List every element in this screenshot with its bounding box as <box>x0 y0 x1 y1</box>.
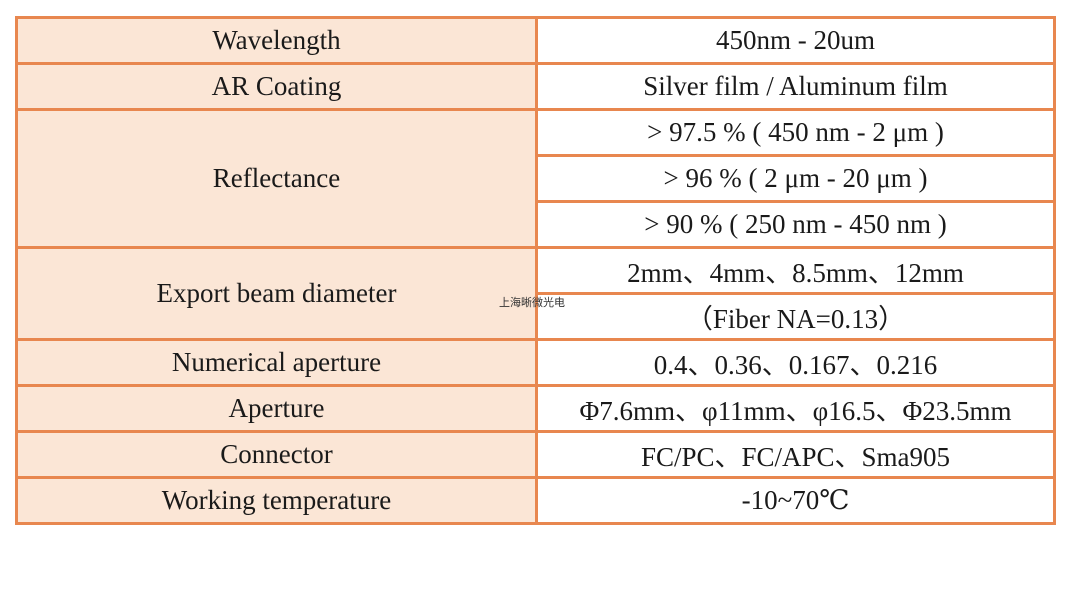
working-temperature-label: Working temperature <box>15 476 538 525</box>
table-row-aperture: Aperture Φ7.6mm、φ11mm、φ16.5、Φ23.5mm <box>15 384 1056 433</box>
export-beam-diameter-value-2: （Fiber NA=0.13） <box>535 292 1056 341</box>
specifications-table: Wavelength 450nm - 20um AR Coating Silve… <box>15 16 1056 525</box>
table-row-export-beam-diameter: Export beam diameter 2mm、4mm、8.5mm、12mm <box>15 246 1056 341</box>
reflectance-label: Reflectance <box>15 108 538 249</box>
table-row-connector: Connector FC/PC、FC/APC、Sma905 <box>15 430 1056 479</box>
reflectance-value-3: > 90 % ( 250 nm - 450 nm ) <box>535 200 1056 249</box>
wavelength-label: Wavelength <box>15 16 538 65</box>
table-row-wavelength: Wavelength 450nm - 20um <box>15 16 1056 65</box>
numerical-aperture-label: Numerical aperture <box>15 338 538 387</box>
reflectance-value-2: > 96 % ( 2 μm - 20 μm ) <box>535 154 1056 203</box>
connector-value: FC/PC、FC/APC、Sma905 <box>535 430 1056 479</box>
table-row-export-beam-diameter-2: （Fiber NA=0.13） <box>17 292 1056 341</box>
table-row-working-temperature: Working temperature -10~70℃ <box>15 476 1056 525</box>
table-row-numerical-aperture: Numerical aperture 0.4、0.36、0.167、0.216 <box>15 338 1056 387</box>
ar-coating-label: AR Coating <box>15 62 538 111</box>
watermark-text: 上海晰微光电 <box>499 296 565 309</box>
export-beam-diameter-value-1: 2mm、4mm、8.5mm、12mm <box>535 246 1056 295</box>
aperture-label: Aperture <box>15 384 538 433</box>
wavelength-value: 450nm - 20um <box>535 16 1056 65</box>
numerical-aperture-value: 0.4、0.36、0.167、0.216 <box>535 338 1056 387</box>
aperture-value: Φ7.6mm、φ11mm、φ16.5、Φ23.5mm <box>535 384 1056 433</box>
ar-coating-value: Silver film / Aluminum film <box>535 62 1056 111</box>
table-row-reflectance-2: > 96 % ( 2 μm - 20 μm ) <box>17 154 1056 203</box>
table-row-reflectance-3: > 90 % ( 250 nm - 450 nm ) <box>17 200 1056 249</box>
export-beam-diameter-label: Export beam diameter <box>15 246 538 341</box>
table-row-reflectance: Reflectance > 97.5 % ( 450 nm - 2 μm ) <box>15 108 1056 249</box>
working-temperature-value: -10~70℃ <box>535 476 1056 525</box>
reflectance-value-1: > 97.5 % ( 450 nm - 2 μm ) <box>535 108 1056 157</box>
table-row-ar-coating: AR Coating Silver film / Aluminum film <box>15 62 1056 111</box>
connector-label: Connector <box>15 430 538 479</box>
